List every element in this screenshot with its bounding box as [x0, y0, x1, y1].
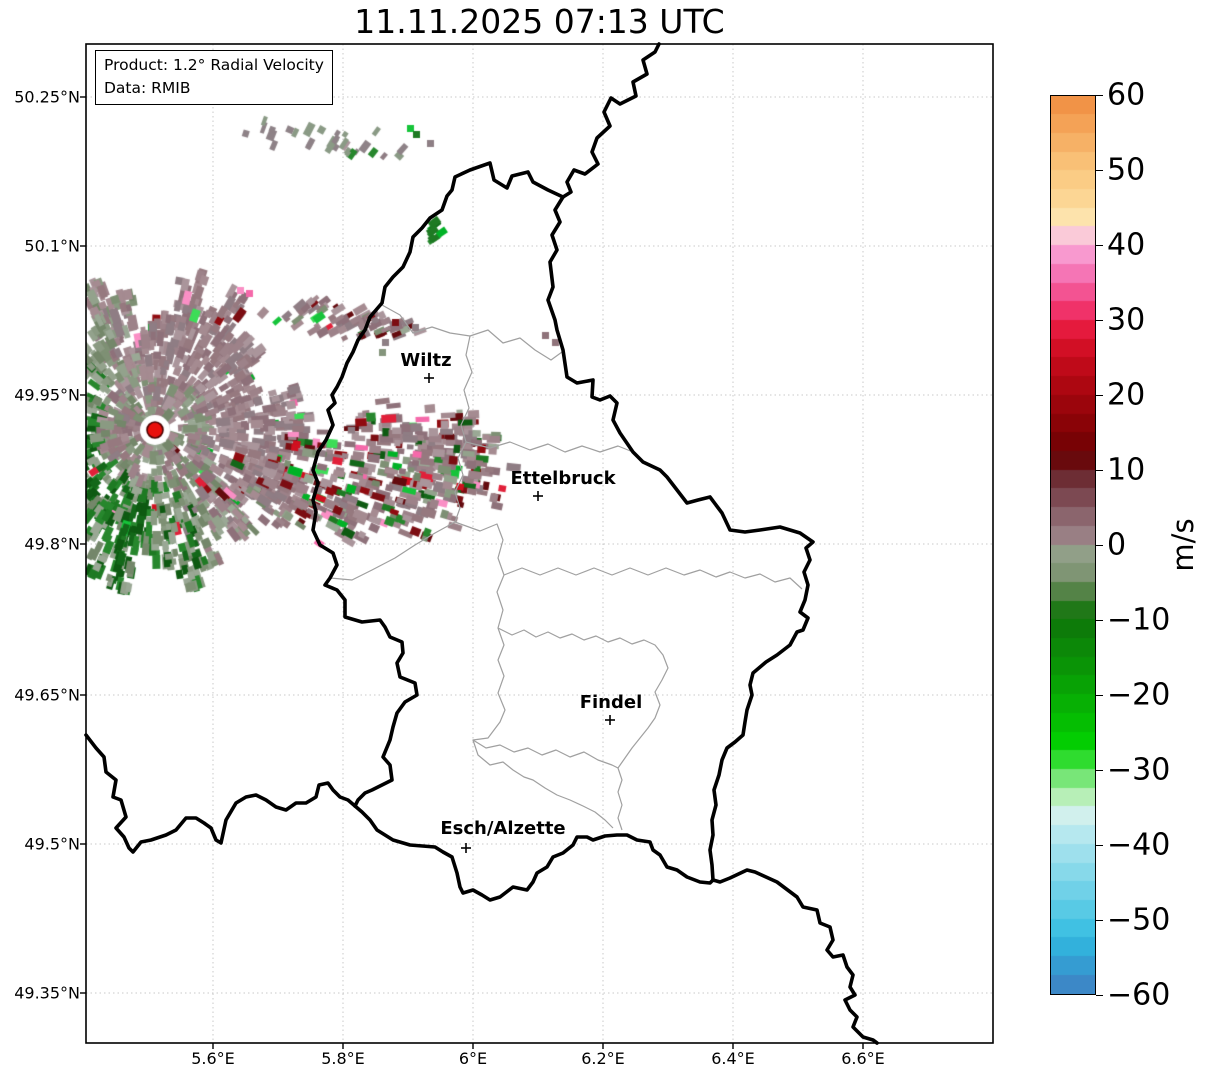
colorbar-tick-mark [1096, 95, 1103, 96]
data-source-label: Data: RMIB [104, 79, 191, 97]
canton-border [497, 627, 669, 831]
canton-border [381, 304, 563, 361]
colorbar-tick-mark [1096, 170, 1103, 171]
colorbar-tick-label: −20 [1107, 677, 1171, 713]
x-tick-label: 6.2°E [581, 1049, 625, 1068]
colorbar-tick-mark [1096, 995, 1103, 996]
colorbar-tick-mark [1096, 920, 1103, 921]
colorbar-tick-mark [1096, 545, 1103, 546]
canton-border [465, 441, 634, 453]
colorbar-tick-mark [1096, 245, 1103, 246]
city-label: Wiltz [400, 350, 451, 371]
map-plot: Wiltz Ettelbruck Findel Esch/Alzette Produc… [80, 42, 994, 1049]
colorbar-tick-label: 20 [1107, 377, 1146, 413]
colorbar-tick-mark [1096, 470, 1103, 471]
x-tick-label: 6°E [458, 1049, 488, 1068]
x-tick-label: 5.6°E [191, 1049, 235, 1068]
colorbar-tick-label: 60 [1107, 77, 1146, 113]
product-label: Product: 1.2° Radial Velocity [104, 56, 324, 74]
national-border [711, 868, 879, 1045]
national-border [353, 804, 715, 902]
colorbar-tick-label: −40 [1107, 827, 1171, 863]
colorbar-tick-label: 10 [1107, 452, 1146, 488]
colorbar-tick-label: −30 [1107, 752, 1171, 788]
city-marker [461, 843, 471, 853]
y-tick-label: 50.25°N [14, 87, 80, 107]
figure-title: 11.11.2025 07:13 UTC [354, 2, 725, 41]
product-info-box: Product: 1.2° Radial Velocity Data: RMIB [95, 50, 333, 105]
map-overlay-svg: Wiltz Ettelbruck Findel Esch/Alzette [80, 42, 994, 1049]
city-label: Findel [580, 692, 643, 713]
y-tick-label: 49.5°N [24, 834, 80, 854]
city-marker [424, 373, 434, 383]
colorbar-tick-label: −60 [1107, 977, 1171, 1013]
colorbar-tick-mark [1096, 695, 1103, 696]
city-marker [533, 491, 543, 501]
colorbar-tick-label: 50 [1107, 152, 1146, 188]
canton-border [454, 521, 614, 829]
canton-border [329, 521, 456, 581]
colorbar-tick-label: −10 [1107, 602, 1171, 638]
colorbar-tick-label: −50 [1107, 902, 1171, 938]
y-tick-label: 49.35°N [14, 983, 80, 1003]
colorbar-unit-label: m/s [1166, 518, 1200, 572]
colorbar-gradient-canvas [1051, 96, 1095, 994]
y-tick-label: 50.1°N [24, 236, 80, 256]
city-label: Ettelbruck [510, 468, 616, 489]
colorbar [1050, 95, 1096, 995]
y-tick-label: 49.65°N [14, 685, 80, 705]
national-border [546, 195, 815, 882]
colorbar-tick-label: 30 [1107, 302, 1146, 338]
national-border [84, 733, 357, 854]
x-tick-label: 5.8°E [321, 1049, 365, 1068]
colorbar-tick-mark [1096, 845, 1103, 846]
radar-canvas [86, 44, 993, 1043]
y-tick-label: 49.8°N [24, 534, 80, 554]
y-tick-label: 49.95°N [14, 385, 80, 405]
canton-border [503, 567, 803, 590]
colorbar-tick-mark [1096, 620, 1103, 621]
colorbar-tick-mark [1096, 395, 1103, 396]
colorbar-tick-mark [1096, 320, 1103, 321]
plot-frame [85, 43, 994, 1044]
colorbar-tick-label: 0 [1107, 527, 1127, 563]
canton-border [472, 739, 619, 769]
city-label: Esch/Alzette [440, 818, 565, 839]
x-tick-label: 6.4°E [711, 1049, 755, 1068]
colorbar-tick-mark [1096, 770, 1103, 771]
x-tick-label: 6.6°E [841, 1049, 885, 1068]
national-border [561, 42, 661, 199]
national-border [311, 161, 565, 808]
city-marker [605, 715, 615, 725]
canton-border [454, 335, 473, 523]
colorbar-tick-label: 40 [1107, 227, 1146, 263]
